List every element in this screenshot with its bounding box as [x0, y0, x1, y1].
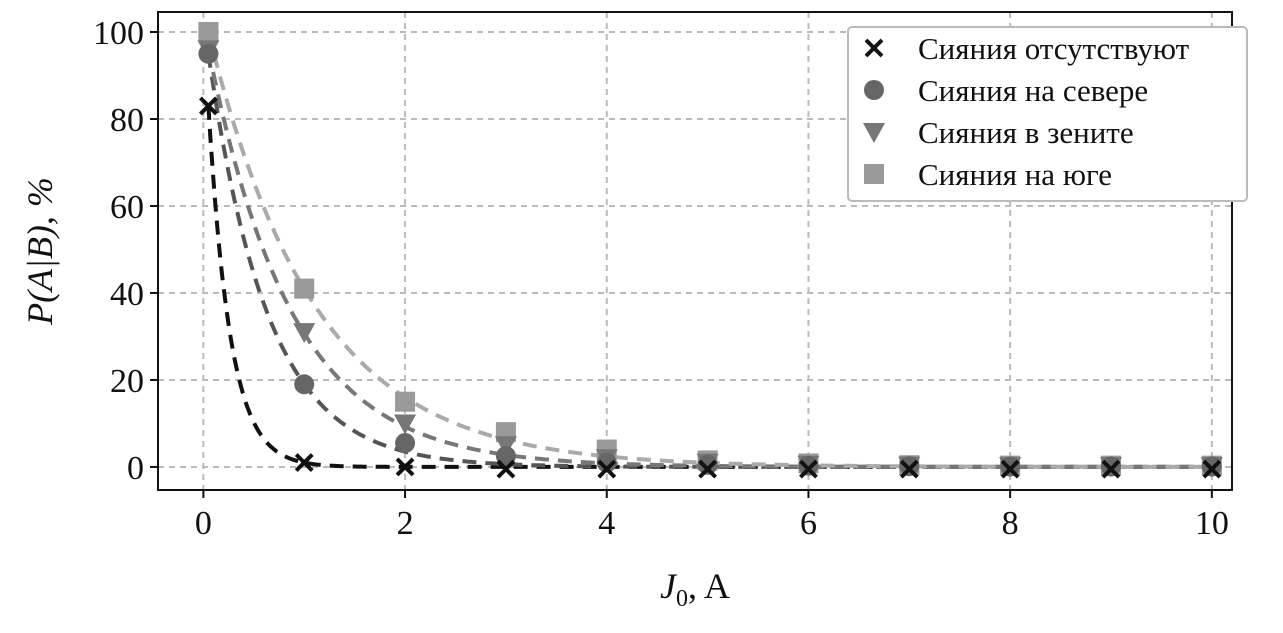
x-tick-label: 2	[397, 505, 414, 542]
x-stroke	[1000, 459, 1020, 479]
x-marker	[294, 453, 314, 473]
legend-box	[847, 26, 1248, 202]
y-tick-label: 40	[110, 276, 144, 313]
x-stroke	[1202, 459, 1222, 479]
triangle-marker	[394, 414, 417, 435]
square-marker	[395, 391, 416, 412]
circle-marker	[798, 455, 819, 476]
x-stroke	[199, 96, 218, 116]
x-stroke	[294, 453, 314, 473]
x-stroke	[864, 38, 884, 58]
y-tick-label: 20	[110, 363, 144, 400]
x-stroke	[799, 459, 818, 479]
x-stroke	[496, 459, 516, 479]
x-marker	[1101, 459, 1121, 479]
legend-label: Сияния отсутствуют	[918, 31, 1190, 66]
x-tick-label: 0	[195, 505, 212, 542]
plot-frame	[157, 11, 1233, 491]
circle-marker	[596, 452, 617, 473]
y-tick-label: 80	[110, 102, 144, 139]
circle-marker	[697, 454, 718, 475]
triangle-marker	[863, 123, 885, 143]
x-marker	[395, 457, 415, 477]
x-stroke	[698, 459, 718, 479]
x-marker	[597, 459, 617, 479]
x-stroke	[899, 459, 919, 479]
x-tick-label: 6	[800, 505, 817, 542]
fit-curve	[206, 49, 1213, 469]
circle-marker	[864, 80, 884, 100]
x-tick-label: 10	[1195, 505, 1229, 542]
y-tick-label: 60	[110, 189, 144, 226]
circle-marker	[198, 43, 219, 64]
x-marker	[199, 96, 218, 116]
y-axis-label: P(A|B), %	[20, 177, 60, 326]
legend-label: Сияния на севере	[918, 73, 1148, 108]
data-markers	[197, 22, 1223, 479]
legend-label: Сияния в зените	[918, 115, 1134, 150]
x-marker	[698, 459, 718, 479]
square-marker	[198, 22, 219, 43]
circle-marker	[899, 456, 920, 477]
triangle-marker	[293, 323, 316, 344]
x-stroke	[1101, 459, 1121, 479]
x-marker	[899, 459, 919, 479]
x-stroke	[597, 459, 617, 479]
x-marker	[799, 459, 818, 479]
square-marker	[294, 278, 315, 299]
x-marker	[496, 459, 516, 479]
circle-marker	[395, 433, 416, 454]
y-tick-label: 0	[127, 450, 144, 487]
x-marker	[1202, 459, 1222, 479]
circle-marker	[495, 446, 516, 467]
x-tick-label: 8	[1002, 505, 1019, 542]
x-stroke	[395, 457, 415, 477]
square-marker	[864, 164, 884, 184]
x-marker	[864, 38, 884, 58]
legend: Сияния отсутствуют Сияния на севере Сияния…	[847, 26, 1248, 202]
legend-label: Сияния на юге	[918, 157, 1112, 192]
circle-marker	[294, 374, 315, 395]
x-axis-label: J0, A	[660, 566, 730, 612]
y-tick-label: 100	[93, 15, 144, 52]
x-tick-label: 4	[598, 505, 615, 542]
x-marker	[1000, 459, 1020, 479]
